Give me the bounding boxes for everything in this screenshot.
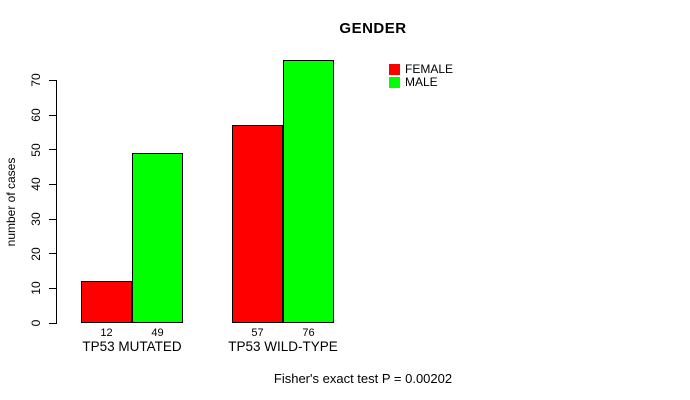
bar-male-tp53-mutated [132,153,183,323]
legend-item-female: FEMALE [389,63,453,75]
y-axis-tick-label: 70 [29,73,43,88]
bar-value-label: 76 [302,327,315,339]
y-axis [56,80,57,324]
bar-female-tp53-wild-type [232,125,283,323]
y-axis-tick [49,149,56,151]
legend: FEMALE MALE [389,63,453,88]
y-axis-tick [49,183,56,185]
y-axis-tick [49,218,56,220]
legend-swatch-male [389,76,400,88]
y-axis-tick [49,114,56,116]
y-axis-title: number of cases [4,157,18,247]
chart-title: GENDER [339,20,407,37]
y-axis-tick-label: 50 [29,143,43,157]
y-axis-tick-label: 60 [29,108,43,122]
y-axis-tick-label: 10 [29,281,43,296]
y-axis-tick [49,79,56,81]
bar-male-tp53-wild-type [283,59,334,323]
y-axis-tick-label: 40 [29,177,43,192]
y-axis-tick-label: 0 [29,319,43,327]
y-axis-tick [49,322,56,324]
bar-value-label: 49 [151,327,164,339]
category-label-tp53-wild-type: TP53 WILD-TYPE [228,339,338,354]
y-axis-tick-label: 20 [29,247,43,261]
bar-value-label: 57 [251,327,264,339]
bar-female-tp53-mutated [81,281,132,323]
fisher-test-annotation: Fisher's exact test P = 0.00202 [273,371,453,386]
bar-value-label: 12 [100,327,113,339]
legend-swatch-female [389,63,400,75]
y-axis-tick-label: 30 [29,212,43,226]
y-axis-tick [49,287,56,289]
legend-item-male: MALE [389,76,453,88]
legend-label: MALE [405,75,438,89]
category-label-tp53-mutated: TP53 MUTATED [82,339,182,354]
y-axis-tick [49,253,56,255]
legend-label: FEMALE [405,62,454,76]
